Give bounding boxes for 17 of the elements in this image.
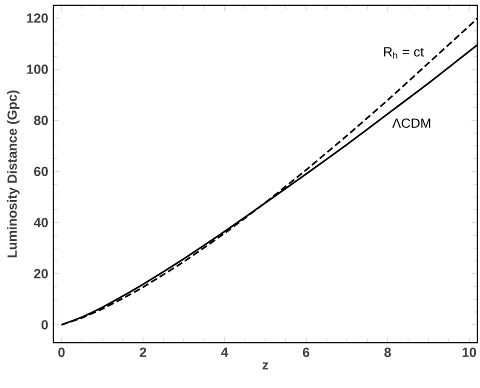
y-tick-label: 60 xyxy=(34,166,48,176)
x-axis-title: z xyxy=(262,362,268,370)
y-tick-label: 20 xyxy=(34,268,48,278)
series-label: ΛCDM xyxy=(392,118,430,128)
y-tick-label: 80 xyxy=(34,116,48,126)
x-tick-label: 10 xyxy=(462,348,476,358)
y-tick-label: 120 xyxy=(27,13,48,23)
series-label: R$_{h}$ = ct xyxy=(384,47,424,59)
x-tick-label: 0 xyxy=(58,348,65,358)
x-tick-label: 8 xyxy=(384,348,391,358)
y-tick-label: 0 xyxy=(42,320,48,330)
y-tick-label: 40 xyxy=(34,218,48,228)
x-tick-label: 4 xyxy=(221,348,228,357)
x-tick-label: 2 xyxy=(140,348,146,357)
y-tick-label: 100 xyxy=(27,64,48,74)
x-tick-label: 6 xyxy=(302,348,310,358)
y-axis-title: Luminosity Distance (Gpc) xyxy=(7,90,20,258)
